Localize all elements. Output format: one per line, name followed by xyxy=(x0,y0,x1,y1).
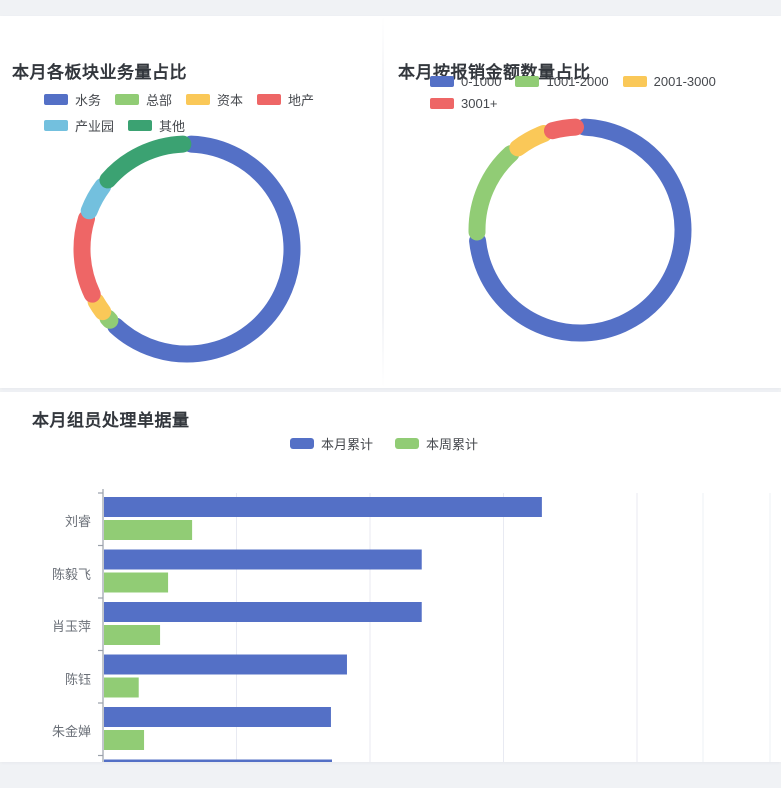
bar-month-total[interactable] xyxy=(104,707,331,727)
sector-volume-legend: 水务 总部 资本 地产 产业园 其他 xyxy=(44,90,374,142)
legend-label: 2001-3000 xyxy=(653,74,716,89)
legend-item[interactable]: 本月累计 xyxy=(290,434,373,453)
bar-week-total[interactable] xyxy=(104,625,161,645)
bar-week-total[interactable] xyxy=(104,677,139,698)
legend-swatch-icon xyxy=(515,76,540,87)
legend-swatch-icon xyxy=(430,76,454,87)
legend-item[interactable]: 地产 xyxy=(257,90,314,109)
card-sector-volume: 本月各板块业务量占比 水务 总部 资本 地产 产业园 xyxy=(0,16,382,388)
member-tickets-legend: 本月累计 本周累计 xyxy=(290,434,500,453)
category-label: 朱金婵 xyxy=(51,724,91,739)
expense-amount-donut xyxy=(455,105,705,355)
donut-segment[interactable] xyxy=(80,177,112,220)
legend-swatch-icon xyxy=(186,94,211,105)
legend-swatch-icon xyxy=(290,438,314,449)
legend-item[interactable]: 3001+ xyxy=(430,96,498,111)
bar-week-total[interactable] xyxy=(104,520,193,540)
legend-item[interactable]: 其他 xyxy=(128,116,185,135)
donut-segment[interactable] xyxy=(73,210,101,303)
legend-swatch-icon xyxy=(128,120,153,131)
legend-label: 总部 xyxy=(146,93,173,108)
card-sector-volume-title: 本月各板块业务量占比 xyxy=(12,63,187,82)
legend-label: 资本 xyxy=(217,93,244,108)
card-member-tickets-title: 本月组员处理单据量 xyxy=(32,411,190,430)
legend-label: 3001+ xyxy=(461,96,498,111)
member-tickets-plot xyxy=(98,489,771,763)
legend-label: 本周累计 xyxy=(426,437,479,452)
legend-swatch-icon xyxy=(622,76,647,87)
bar-month-total[interactable] xyxy=(104,654,347,675)
legend-label: 1001-2000 xyxy=(546,74,609,89)
bar-week-total[interactable] xyxy=(104,730,145,750)
donut-segment[interactable] xyxy=(468,145,520,241)
donut-segment[interactable] xyxy=(543,118,585,140)
legend-label: 本月累计 xyxy=(321,437,374,452)
legend-item[interactable]: 产业园 xyxy=(44,116,114,135)
donut-segment[interactable] xyxy=(469,118,692,342)
donut-segment[interactable] xyxy=(87,292,112,321)
card-divider xyxy=(382,16,384,388)
donut-segment[interactable] xyxy=(99,135,192,189)
legend-label: 0-1000 xyxy=(461,74,502,89)
legend-swatch-icon xyxy=(115,94,140,105)
category-label: 陈钰 xyxy=(64,671,91,687)
donut-segment[interactable] xyxy=(107,135,301,363)
legend-swatch-icon xyxy=(430,98,454,109)
legend-swatch-icon xyxy=(44,94,68,105)
card-member-tickets: 本月组员处理单据量 本月累计 本周累计 刘睿陈毅飞肖玉萍陈钰朱金婵 xyxy=(0,392,781,762)
bar-month-total[interactable] xyxy=(104,602,422,622)
bar-week-total[interactable] xyxy=(104,572,169,593)
legend-item[interactable]: 总部 xyxy=(115,90,172,109)
legend-label: 地产 xyxy=(288,93,315,108)
category-label: 陈毅飞 xyxy=(51,566,91,582)
legend-item[interactable]: 1001-2000 xyxy=(515,74,609,89)
legend-item[interactable]: 2001-3000 xyxy=(622,74,716,89)
expense-amount-legend: 0-1000 1001-2000 2001-3000 3001+ xyxy=(430,74,780,118)
sector-volume-donut xyxy=(62,124,312,374)
legend-item[interactable]: 资本 xyxy=(186,90,243,109)
category-label: 肖玉萍 xyxy=(51,619,91,634)
category-label: 刘睿 xyxy=(64,514,91,529)
legend-swatch-icon xyxy=(395,438,420,449)
legend-label: 水务 xyxy=(75,93,102,108)
legend-item[interactable]: 水务 xyxy=(44,90,101,109)
bar-month-total[interactable] xyxy=(104,759,332,763)
legend-swatch-icon xyxy=(44,120,68,131)
legend-label: 其他 xyxy=(159,119,186,134)
bar-month-total[interactable] xyxy=(104,497,542,517)
donut-segment[interactable] xyxy=(509,125,553,157)
donut-segment[interactable] xyxy=(99,309,119,329)
legend-label: 产业园 xyxy=(75,119,115,134)
legend-item[interactable]: 本周累计 xyxy=(395,434,478,453)
legend-item[interactable]: 0-1000 xyxy=(430,74,501,89)
page-top-strip xyxy=(0,0,781,16)
legend-swatch-icon xyxy=(257,94,282,105)
bar-month-total[interactable] xyxy=(104,549,422,570)
